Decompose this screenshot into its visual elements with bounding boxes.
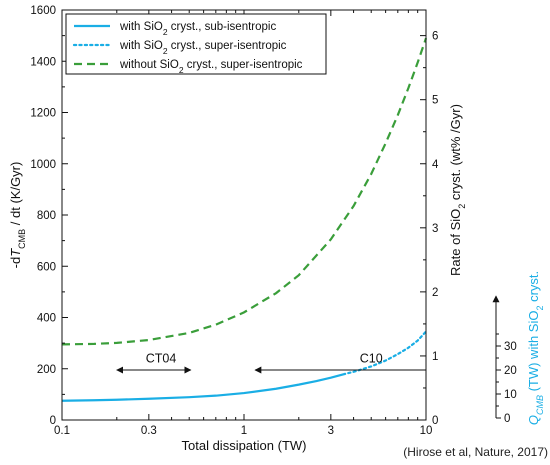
text-part: cryst., super-isentropic [168,40,287,52]
y-left-tick-label: 600 [37,261,56,273]
legend-entry-2: without SiO2 cryst., super-isentropic [119,59,303,75]
text-part: cryst. (wt% /Gyr) [448,104,463,204]
legend-entry-0: with SiO2 cryst., sub-isentropic [119,21,276,37]
q-cmb-tick-label: 30 [504,341,517,353]
text-part: CMB [17,229,27,249]
text-part: 2 [163,27,168,37]
text-part: 2 [179,65,184,75]
q-cmb-axis-label: QCMB (TW) with SiO2 cryst. [526,271,545,425]
source-credit: (Hirose et al, Nature, 2017) [403,445,548,459]
y-left-tick-label: 1200 [30,108,56,120]
legend-box [65,13,327,75]
y-right-tick-label: 1 [432,351,438,363]
series-line-2 [61,37,428,346]
text-part: with SiO [119,40,163,52]
text-part: cryst., sub-isentropic [168,21,277,33]
annotation-label-1: C10 [360,351,383,365]
text-part: cryst. [526,271,541,306]
y-right-tick-label: 0 [432,415,438,427]
x-axis-label: Total dissipation (TW) [182,438,307,453]
x-tick-label: 0.1 [54,425,70,437]
text-part: without SiO [119,59,179,71]
x-tick-label: 3 [328,425,334,437]
y-left-tick-label: 1600 [30,5,56,17]
text-part: Rate of SiO [448,209,463,276]
text-part: Q [526,415,541,425]
q-cmb-tick-label: 0 [504,413,510,425]
y-right-tick-label: 4 [432,159,439,171]
series-line-1 [341,330,428,376]
y-left-tick-label: 1400 [30,56,56,68]
text-part: 2 [457,204,467,209]
text-part: CMB [535,395,545,415]
legend-entry-1: with SiO2 cryst., super-isentropic [119,40,287,56]
y-left-tick-label: 1000 [30,159,56,171]
text-part: 2 [535,306,545,311]
y-left-tick-label: 0 [50,415,56,427]
text-part: cryst., super-isentropic [184,59,303,71]
x-tick-label: 10 [420,425,433,437]
x-tick-label: 1 [241,425,247,437]
y-left-axis-label: -dTCMB / dt (K/Gyr) [8,162,27,269]
text-part: 2 [163,46,168,56]
text-part: (TW) with SiO [526,311,541,396]
annotation-label-0: CT04 [146,351,177,365]
q-cmb-tick-label: 10 [504,389,517,401]
y-left-tick-label: 400 [37,313,56,325]
y-right-tick-label: 6 [432,31,438,43]
text-part: / dt (K/Gyr) [8,162,23,229]
q-cmb-tick-label: 20 [504,365,517,377]
x-tick-label: 0.3 [141,425,157,437]
series-line-0 [61,373,344,402]
y-left-tick-label: 800 [37,210,56,222]
y-left-tick-label: 200 [37,364,56,376]
text-part: with SiO [119,21,163,33]
y-right-tick-label: 2 [432,287,438,299]
y-right-tick-label: 3 [432,223,438,235]
text-part: T [8,248,23,257]
text-part: -d [8,257,23,269]
y-right-axis-label: Rate of SiO2 cryst. (wt% /Gyr) [448,104,467,276]
y-right-tick-label: 5 [432,95,438,107]
